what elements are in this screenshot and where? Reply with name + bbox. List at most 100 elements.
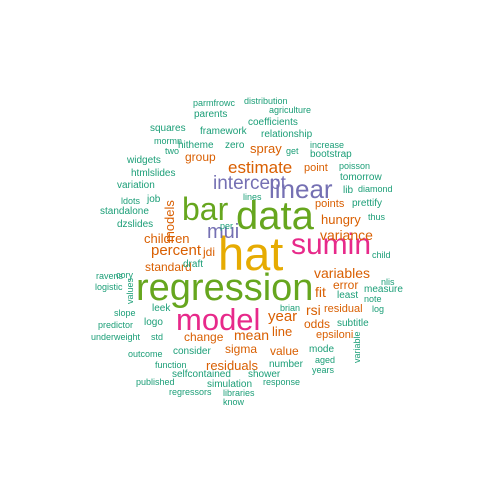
word-hungry: hungry	[321, 212, 361, 227]
word-poisson: poisson	[339, 161, 371, 171]
word-lines: lines	[243, 192, 262, 202]
word-squares: squares	[150, 123, 186, 134]
word-parmfrowc: parmfrowc	[193, 98, 236, 108]
word-logo: logo	[144, 317, 163, 328]
word-thus: thus	[368, 212, 386, 222]
word-epsiloni: epsiloni	[316, 329, 354, 341]
word-shower: shower	[248, 369, 281, 380]
word-framework: framework	[200, 126, 247, 137]
word-selfcontained: selfcontained	[172, 369, 231, 380]
word-htmlslides: htmlslides	[131, 168, 176, 179]
word-cory: cory	[116, 270, 134, 280]
word-ldots: ldots	[121, 196, 141, 206]
word-mean: mean	[234, 327, 270, 343]
word-parents: parents	[194, 109, 228, 120]
word-mormn: mormn	[154, 136, 183, 146]
word-prettify: prettify	[352, 198, 383, 209]
word-variance: variance	[320, 227, 373, 243]
word-points: points	[315, 198, 345, 210]
word-number: number	[269, 359, 303, 370]
word-estimate: estimate	[228, 158, 293, 177]
word-error: error	[333, 278, 359, 292]
word-two: two	[165, 146, 180, 156]
word-residuals: residuals	[206, 358, 259, 373]
word-lib: lib	[343, 185, 354, 196]
word-log: log	[372, 304, 385, 314]
word-std: std	[151, 332, 164, 342]
word-child: child	[372, 250, 391, 260]
word-outcome: outcome	[128, 349, 163, 359]
word-line: line	[272, 324, 293, 339]
word-mui: mui	[207, 221, 240, 243]
word-variation: variation	[117, 180, 155, 191]
word-hitheme: hitheme	[178, 140, 214, 151]
word-per: per	[220, 221, 234, 231]
word-rsi: rsi	[306, 302, 321, 318]
word-values: values	[125, 277, 135, 304]
word-value: value	[270, 344, 299, 358]
word-sigma: sigma	[225, 342, 258, 356]
word-response: response	[263, 377, 301, 387]
word-odds: odds	[304, 317, 331, 331]
word-regressors: regressors	[169, 387, 212, 397]
word-aged: aged	[315, 355, 336, 365]
word-residual: residual	[324, 303, 363, 315]
word-data: data	[236, 194, 314, 238]
word-mode: mode	[309, 344, 335, 355]
word-hat: hat	[218, 227, 284, 280]
word-published: published	[136, 377, 175, 387]
word-job: job	[147, 194, 161, 205]
word-predictor: predictor	[98, 320, 134, 330]
word-spray: spray	[250, 141, 282, 156]
word-widgets: widgets	[127, 155, 161, 166]
word-note: note	[364, 294, 382, 304]
word-nlis: nlis	[381, 277, 395, 287]
word-distribution: distribution	[244, 96, 288, 106]
word-measure: measure	[364, 284, 403, 295]
word-least: least	[337, 290, 359, 301]
word-subtitle: subtitle	[337, 318, 369, 329]
word-linear: linear	[269, 174, 333, 204]
word-logistic: logistic	[95, 282, 123, 292]
word-zero: zero	[225, 140, 245, 151]
word-consider: consider	[173, 346, 211, 357]
word-draft: draft	[183, 259, 204, 270]
word-slope: slope	[114, 308, 136, 318]
word-brian: brian	[280, 303, 301, 313]
word-ravens: ravens	[96, 271, 124, 281]
word-tomorrow: tomorrow	[340, 172, 382, 183]
word-libraries: libraries	[223, 388, 255, 398]
word-fit: fit	[315, 284, 326, 300]
word-regression: regression	[136, 267, 314, 309]
word-function: function	[155, 360, 187, 370]
word-standalone: standalone	[100, 206, 149, 217]
word-simulation: simulation	[207, 379, 253, 390]
word-bootstrap: bootstrap	[310, 149, 352, 160]
word-leek: leek	[152, 303, 171, 314]
word-group: group	[185, 150, 216, 164]
word-model: model	[176, 302, 261, 337]
word-years: years	[312, 365, 335, 375]
word-underweight: underweight	[91, 332, 141, 342]
word-point: point	[304, 162, 328, 174]
word-standard: standard	[145, 260, 192, 274]
word-models: models	[162, 200, 177, 242]
word-increase: increase	[310, 140, 345, 150]
word-dzslides: dzslides	[117, 219, 154, 230]
word-bar: bar	[182, 191, 229, 227]
word-sumin: sumin	[291, 228, 372, 261]
word-variables: variables	[314, 265, 371, 281]
word-relationship: relationship	[261, 129, 313, 140]
word-change: change	[184, 330, 224, 344]
word-jdi: jdi	[203, 245, 216, 259]
word-know: know	[223, 397, 245, 407]
word-percent: percent	[151, 242, 202, 259]
word-agriculture: agriculture	[269, 105, 312, 115]
word-get: get	[286, 146, 299, 156]
word-intercept: intercept	[213, 173, 286, 194]
word-variable: variable	[352, 331, 362, 363]
word-children: children	[144, 231, 190, 246]
word-diamond: diamond	[358, 184, 393, 194]
word-year: year	[268, 308, 298, 325]
